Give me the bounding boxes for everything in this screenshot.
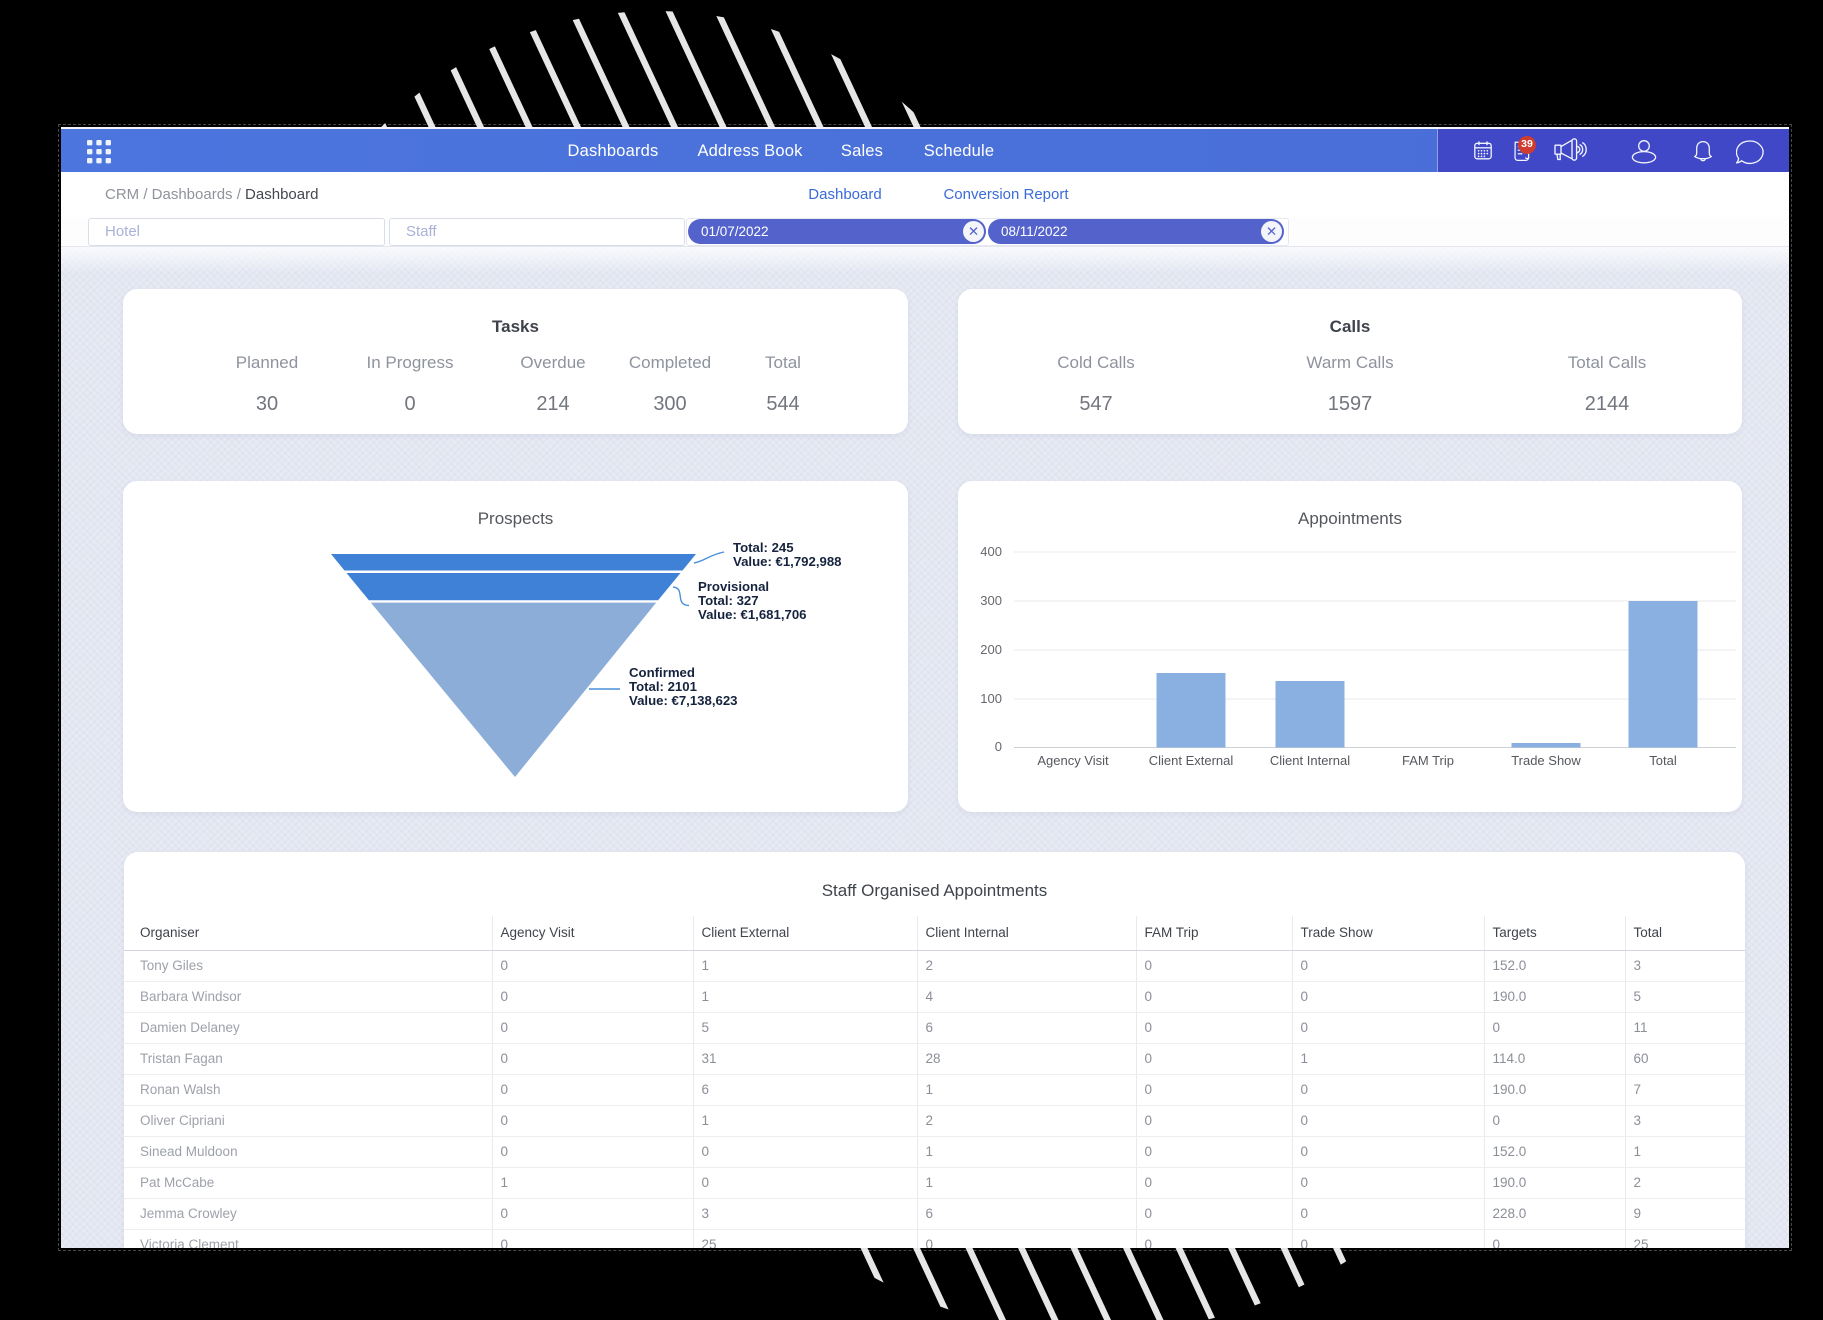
svg-text:400: 400 bbox=[980, 544, 1002, 559]
svg-text:FAM Trip: FAM Trip bbox=[1402, 753, 1454, 768]
svg-text:Client Internal: Client Internal bbox=[1270, 753, 1350, 768]
svg-text:300: 300 bbox=[980, 593, 1002, 608]
svg-text:0: 0 bbox=[995, 739, 1002, 754]
svg-text:100: 100 bbox=[980, 691, 1002, 706]
svg-text:Total: Total bbox=[1649, 753, 1677, 768]
svg-text:Agency Visit: Agency Visit bbox=[1037, 753, 1109, 768]
svg-text:Trade Show: Trade Show bbox=[1511, 753, 1581, 768]
svg-text:200: 200 bbox=[980, 642, 1002, 657]
svg-text:Client External: Client External bbox=[1149, 753, 1234, 768]
